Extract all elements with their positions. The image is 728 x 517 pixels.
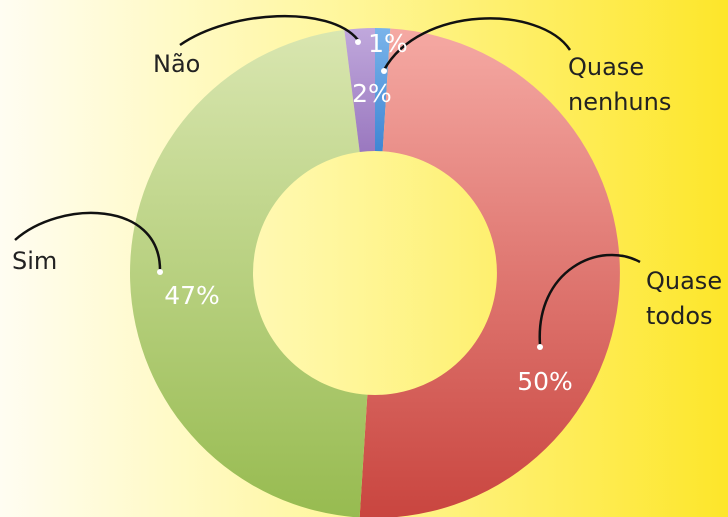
- category-label: Quase nenhuns: [568, 53, 671, 116]
- leader-line: [538, 253, 641, 346]
- category-label: Não: [153, 50, 200, 78]
- label-line: Quase: [646, 267, 722, 295]
- value-label: 50%: [517, 367, 573, 396]
- slice: [130, 29, 368, 517]
- leader-lines: [14, 14, 641, 350]
- value-label: 2%: [352, 79, 392, 108]
- label-line: nenhuns: [568, 88, 671, 116]
- category-label: Sim: [12, 247, 57, 275]
- label-line: todos: [646, 302, 713, 330]
- leader-dot: [355, 39, 361, 45]
- label-line: Não: [153, 50, 200, 78]
- value-label: 47%: [164, 281, 220, 310]
- label-line: Quase: [568, 53, 644, 81]
- leader-line: [179, 14, 359, 47]
- value-label: 1%: [368, 29, 408, 58]
- donut: [130, 28, 620, 517]
- leader-line: [382, 17, 572, 71]
- leader-dot: [157, 269, 163, 275]
- label-line: Sim: [12, 247, 57, 275]
- leader-dot: [381, 68, 387, 74]
- slice: [375, 28, 391, 152]
- leader-dot: [537, 344, 543, 350]
- category-label: Quase todos: [646, 267, 722, 330]
- slice: [344, 28, 375, 152]
- slice: [359, 28, 620, 517]
- leader-line: [14, 211, 162, 271]
